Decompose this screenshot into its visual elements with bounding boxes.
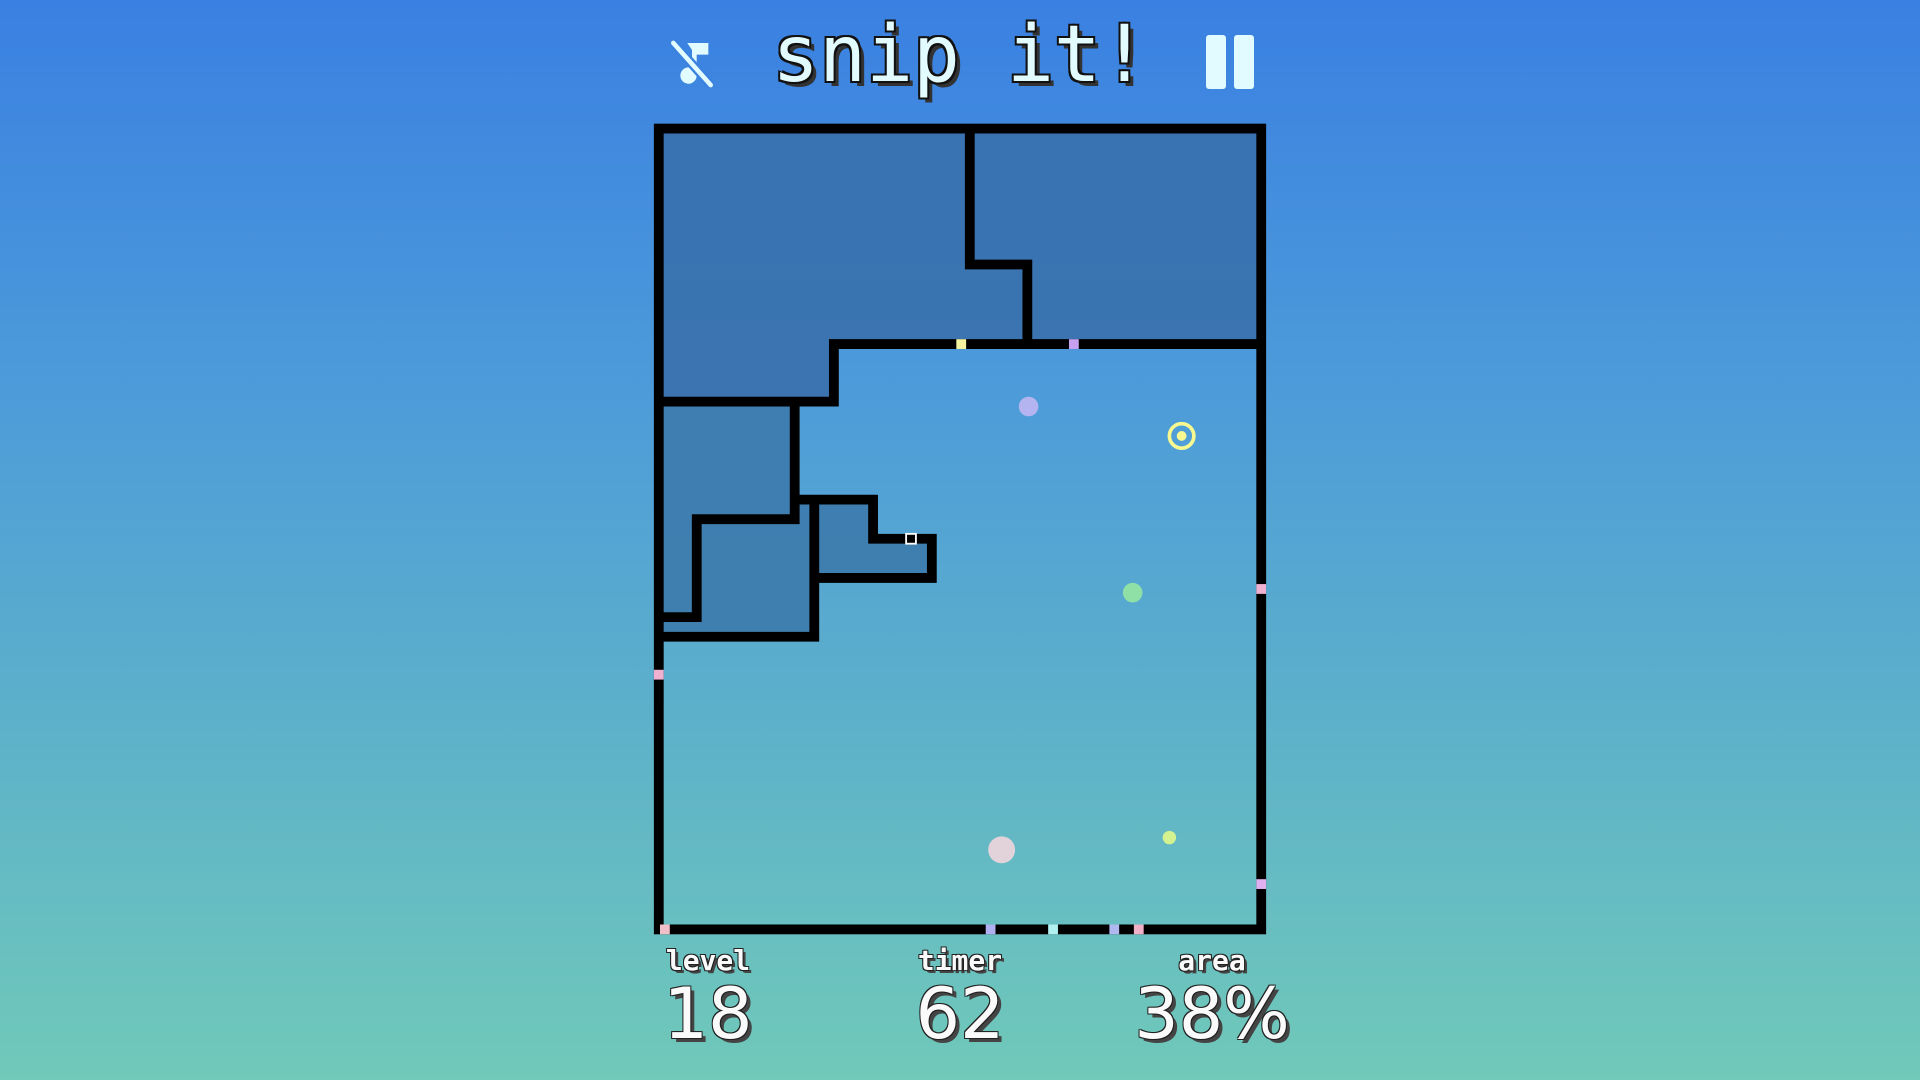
ball <box>1122 582 1143 603</box>
level-value: 18 <box>663 973 753 1055</box>
timer-label: timer <box>917 944 1003 977</box>
timer-value: 62 <box>915 973 1005 1055</box>
ball <box>1162 830 1177 845</box>
walls <box>653 123 1267 935</box>
ball <box>1018 396 1039 417</box>
game-title: snip it! <box>772 10 1148 100</box>
pause-button[interactable] <box>1206 35 1256 89</box>
level-label: level <box>665 944 751 977</box>
music-off-icon <box>669 39 715 89</box>
pause-icon <box>1206 35 1254 89</box>
ball <box>988 836 1016 864</box>
player-cursor <box>905 532 917 545</box>
area-label: area <box>1178 944 1246 977</box>
music-off-button[interactable] <box>664 36 720 92</box>
timer-stat: timer 62 <box>860 944 1060 1055</box>
wall-markers <box>653 339 1267 935</box>
level-stat: level 18 <box>608 944 808 1055</box>
area-value: 38% <box>1134 973 1290 1055</box>
claimed-region <box>658 128 1262 402</box>
area-stat: area 38% <box>1112 944 1312 1055</box>
target-ring <box>1167 421 1196 450</box>
